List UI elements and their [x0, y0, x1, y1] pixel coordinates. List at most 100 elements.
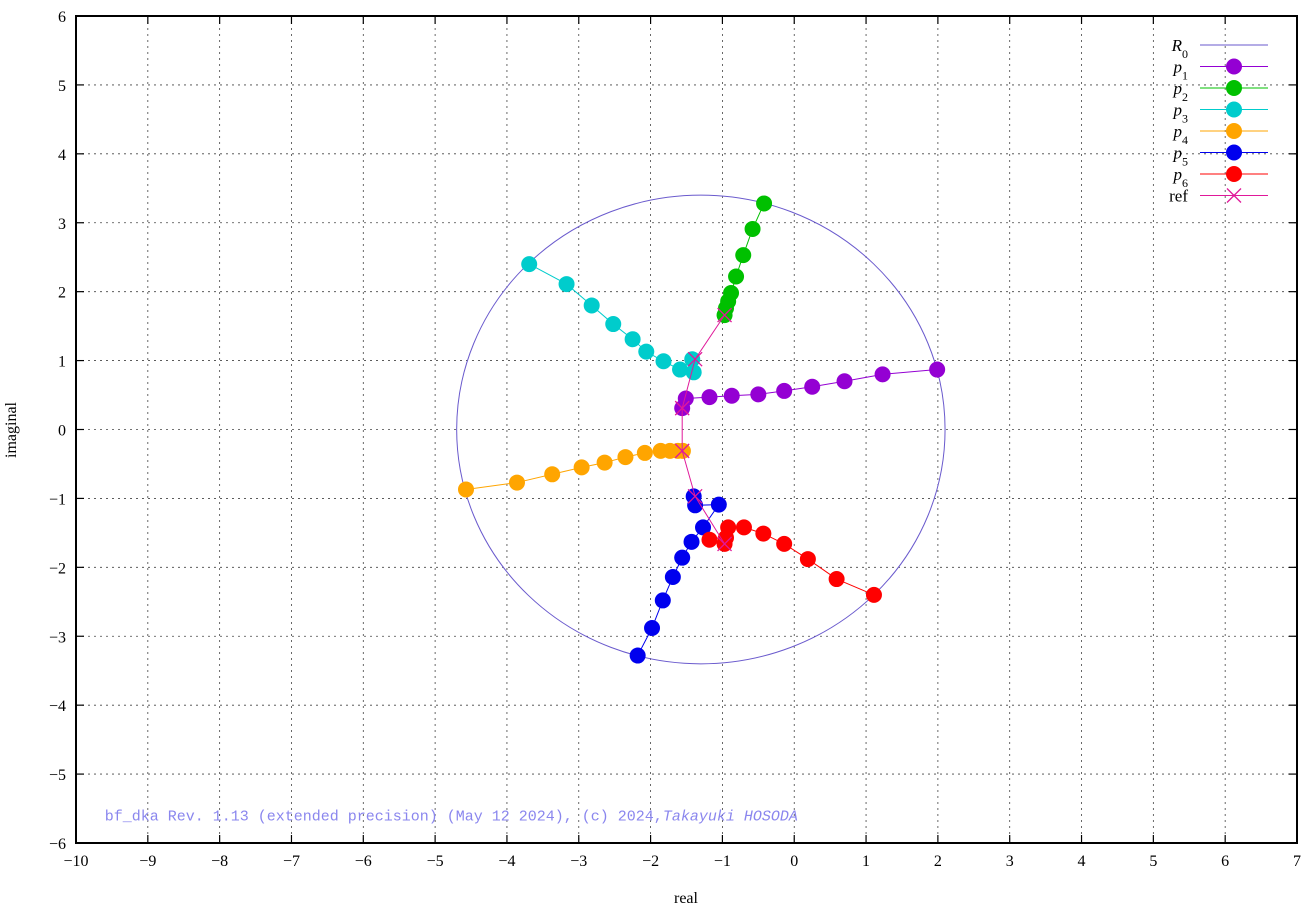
x-tick-label: −9	[139, 853, 156, 870]
data-point	[874, 366, 891, 383]
data-point	[929, 361, 946, 378]
legend-label: ref	[1169, 187, 1188, 206]
legend-subscript: 6	[1182, 176, 1188, 190]
data-point	[655, 353, 672, 370]
data-point	[685, 364, 702, 381]
data-point	[717, 536, 733, 552]
y-tick-label: −5	[49, 767, 66, 784]
y-tick-label: 4	[58, 147, 66, 164]
x-tick-label: −10	[63, 853, 88, 870]
x-tick-label: 2	[934, 853, 942, 870]
legend-entry-p5: p5	[1173, 144, 1268, 169]
data-point	[624, 331, 641, 348]
x-tick-label: −2	[642, 853, 659, 870]
legend-subscript: 3	[1182, 112, 1188, 126]
data-point	[828, 571, 845, 588]
data-point	[710, 496, 727, 513]
legend-subscript: 0	[1182, 47, 1188, 61]
y-tick-label: 0	[58, 423, 66, 440]
data-point	[687, 488, 703, 504]
series-p5	[629, 488, 727, 664]
x-tick-label: 7	[1293, 853, 1301, 870]
data-point	[521, 256, 538, 273]
legend-marker	[1226, 144, 1242, 161]
circle-layer	[456, 194, 946, 665]
legend-marker	[1226, 58, 1242, 75]
x-tick-label: −3	[570, 853, 587, 870]
series-ref	[674, 307, 733, 552]
series-p1	[674, 361, 946, 417]
circle-r0	[456, 194, 946, 665]
legend-entry-p3: p3	[1173, 101, 1268, 126]
data-point	[755, 525, 772, 542]
data-point	[723, 285, 740, 302]
data-point	[687, 351, 703, 367]
x-tick-label: −6	[355, 853, 372, 870]
data-point	[654, 592, 671, 609]
x-tick-label: 1	[862, 853, 870, 870]
series-p2	[716, 195, 773, 324]
y-tick-label: −1	[49, 491, 66, 508]
legend-subscript: 5	[1182, 155, 1188, 169]
data-point	[664, 568, 681, 585]
data-point	[636, 444, 653, 461]
data-point	[723, 387, 740, 404]
data-point	[573, 459, 590, 476]
data-point	[735, 247, 752, 264]
data-point	[596, 454, 613, 471]
frame-layer	[75, 15, 1298, 844]
data-point	[728, 268, 745, 285]
legend-marker	[1226, 101, 1242, 118]
credit-text: bf_dka Rev. 1.13 (extended precision) (M…	[105, 808, 663, 825]
data-point	[605, 316, 622, 333]
data-point	[652, 442, 669, 459]
data-point	[776, 382, 793, 399]
x-tick-label: 6	[1221, 853, 1229, 870]
grid	[76, 16, 1297, 843]
data-point	[508, 474, 525, 491]
data-point	[744, 220, 761, 237]
legend-subscript: 1	[1182, 69, 1188, 83]
series-line	[681, 314, 725, 545]
legend-subscript: 4	[1182, 133, 1188, 147]
y-tick-label: 6	[58, 9, 66, 26]
credit-author: Takayuki HOSODA	[663, 808, 798, 825]
data-point	[674, 443, 690, 459]
data-point	[458, 481, 475, 498]
x-tick-label: 0	[790, 853, 798, 870]
legend-marker	[1226, 166, 1242, 182]
data-point	[720, 519, 737, 536]
series-line	[681, 369, 938, 409]
x-tick-label: −4	[498, 853, 515, 870]
data-point	[629, 647, 646, 664]
series-line	[709, 526, 875, 596]
series-p4	[458, 442, 691, 498]
data-point	[799, 551, 816, 568]
data-point	[683, 533, 700, 550]
legend-entry-p2: p2	[1173, 79, 1268, 104]
data-point	[776, 535, 793, 552]
x-tick-label: −8	[211, 853, 228, 870]
series-line	[637, 496, 720, 656]
data-point	[558, 276, 575, 293]
x-axis-label: real	[674, 890, 699, 907]
data-point	[756, 195, 773, 212]
legend-entry-p4: p4	[1173, 122, 1268, 147]
y-axis-label: imaginal	[3, 401, 20, 458]
data-point	[701, 531, 718, 548]
plot-frame	[75, 15, 1298, 844]
series-p6	[701, 519, 882, 603]
y-tick-label: −3	[49, 629, 66, 646]
x-tick-label: 3	[1006, 853, 1014, 870]
data-point	[687, 497, 704, 514]
y-tick-label: 5	[58, 78, 66, 95]
data-point	[677, 390, 694, 407]
legend-entry-ref: ref	[1169, 187, 1268, 206]
y-tick-label: 3	[58, 216, 66, 233]
ticks: −10 −9 −8 −7 −6 −5 −4 −3 −2 −1 0 1 2 3 4 5 6 7−6−5−4−3−2−…	[49, 9, 1301, 870]
legend-entry-p1: p1	[1173, 58, 1268, 83]
x-tick-label: −7	[283, 853, 300, 870]
credit-annotation: bf_dka Rev. 1.13 (extended precision) (M…	[105, 808, 798, 825]
data-point	[638, 343, 655, 360]
